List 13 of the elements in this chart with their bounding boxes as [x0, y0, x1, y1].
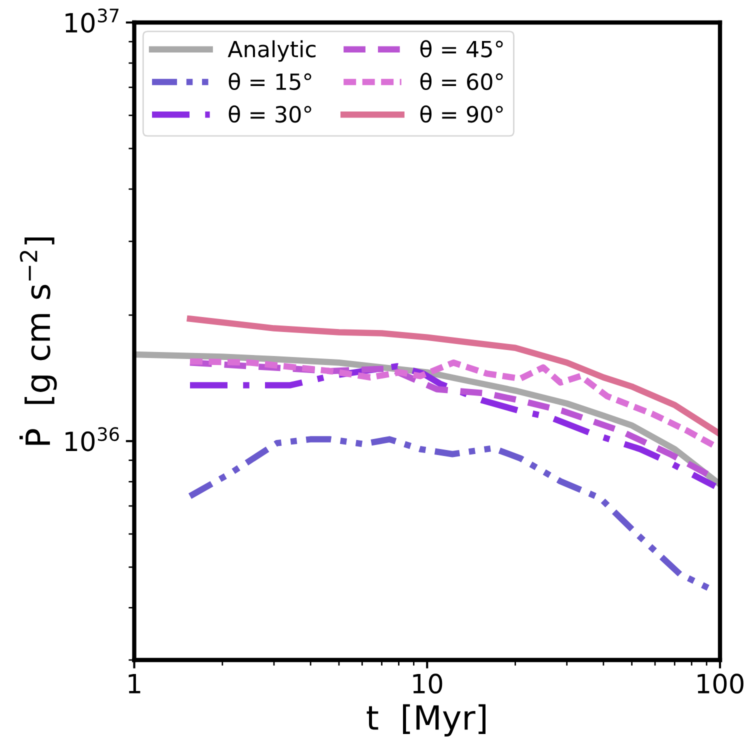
x-tick-label: 10: [413, 674, 442, 694]
x-tick-label: 100: [698, 674, 744, 694]
legend-label: Analytic: [228, 40, 316, 62]
y-tick-label: 10$^{37}$: [66, 8, 118, 33]
y-tick-label: 10$^{36}$: [66, 427, 119, 452]
legend-label: θ = 90°: [420, 105, 503, 123]
legend-label: θ = 60°: [420, 72, 503, 90]
y-axis-title: Ṗ [g cm s$^{−2}$]: [20, 238, 57, 445]
legend-label: θ = 15°: [228, 72, 312, 90]
legend-label: θ = 30°: [228, 105, 312, 123]
x-tick-label: 1: [128, 674, 140, 694]
legend-label: θ = 45°: [420, 40, 503, 58]
x-axis-title: t [Myr]: [366, 704, 486, 737]
